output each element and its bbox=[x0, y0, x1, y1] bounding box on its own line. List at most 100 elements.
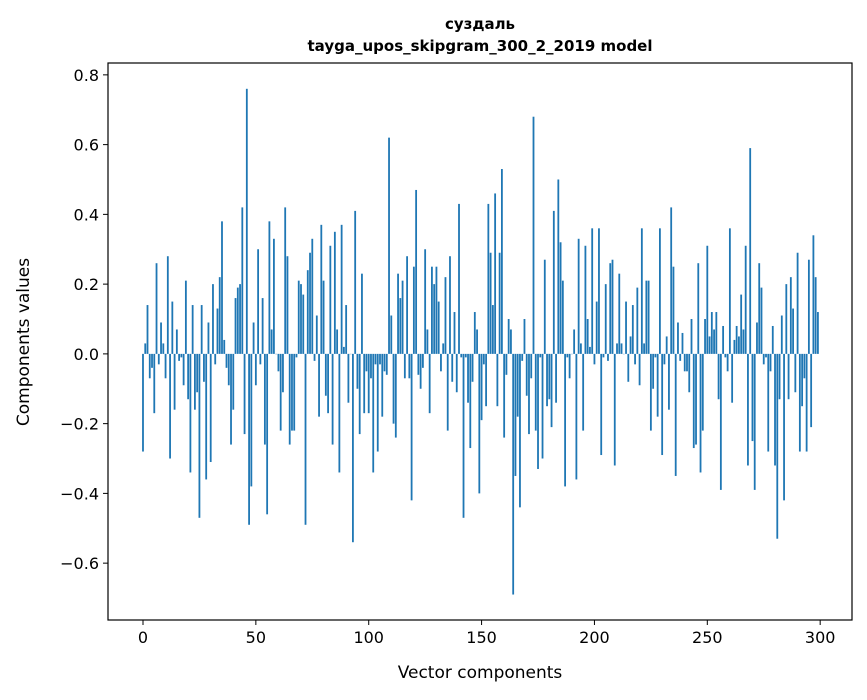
bar-268 bbox=[747, 354, 749, 466]
chart-title: суздаль bbox=[445, 15, 515, 33]
bar-216 bbox=[630, 336, 632, 353]
bar-115 bbox=[402, 281, 404, 354]
bar-210 bbox=[616, 343, 618, 353]
bar-219 bbox=[636, 288, 638, 354]
bar-47 bbox=[248, 354, 250, 525]
bar-18 bbox=[183, 354, 185, 385]
bar-165 bbox=[515, 354, 517, 476]
bar-30 bbox=[210, 354, 212, 462]
bar-68 bbox=[296, 354, 298, 357]
bar-181 bbox=[551, 354, 553, 427]
bar-133 bbox=[442, 343, 444, 353]
bar-126 bbox=[427, 329, 429, 353]
bar-96 bbox=[359, 354, 361, 434]
bar-271 bbox=[754, 354, 756, 490]
x-tick-label: 0 bbox=[138, 628, 148, 647]
bar-65 bbox=[289, 354, 291, 445]
bar-69 bbox=[298, 281, 300, 354]
bar-224 bbox=[648, 281, 650, 354]
bar-114 bbox=[399, 298, 401, 354]
bar-41 bbox=[235, 298, 237, 354]
x-tick-label: 250 bbox=[692, 628, 723, 647]
bar-139 bbox=[456, 354, 458, 392]
bar-251 bbox=[709, 336, 711, 353]
bar-28 bbox=[205, 354, 207, 480]
bar-21 bbox=[189, 354, 191, 473]
bar-178 bbox=[544, 260, 546, 354]
bar-27 bbox=[203, 354, 205, 382]
chart-subtitle: tayga_upos_skipgram_300_2_2019 model bbox=[308, 37, 653, 55]
y-tick-label: −0.2 bbox=[60, 415, 99, 434]
bar-269 bbox=[749, 148, 751, 354]
bar-15 bbox=[176, 329, 178, 353]
bar-116 bbox=[404, 354, 406, 378]
bar-130 bbox=[436, 267, 438, 354]
bar-225 bbox=[650, 354, 652, 431]
bar-265 bbox=[740, 295, 742, 354]
bar-266 bbox=[743, 329, 745, 353]
bar-177 bbox=[542, 354, 544, 459]
bar-291 bbox=[799, 354, 801, 452]
bar-187 bbox=[564, 354, 566, 487]
bar-61 bbox=[280, 354, 282, 431]
bar-185 bbox=[560, 242, 562, 354]
bar-261 bbox=[731, 354, 733, 403]
bar-16 bbox=[178, 354, 180, 361]
bar-94 bbox=[354, 211, 356, 354]
bar-159 bbox=[501, 169, 503, 354]
bar-264 bbox=[738, 336, 740, 353]
bar-292 bbox=[801, 354, 803, 406]
bar-42 bbox=[237, 288, 239, 354]
bar-274 bbox=[761, 288, 763, 354]
bar-267 bbox=[745, 246, 747, 354]
bar-17 bbox=[180, 354, 182, 357]
bar-167 bbox=[519, 354, 521, 507]
bar-157 bbox=[496, 354, 498, 406]
bar-228 bbox=[657, 354, 659, 417]
bar-170 bbox=[526, 354, 528, 396]
bar-287 bbox=[790, 277, 792, 354]
bar-218 bbox=[634, 354, 636, 364]
bar-129 bbox=[433, 284, 435, 354]
bar-2 bbox=[147, 305, 149, 354]
bar-0 bbox=[142, 354, 144, 452]
bar-163 bbox=[510, 329, 512, 353]
y-tick-label: 0.0 bbox=[74, 345, 99, 364]
bar-226 bbox=[652, 354, 654, 389]
bar-241 bbox=[686, 354, 688, 371]
bar-127 bbox=[429, 354, 431, 413]
bar-150 bbox=[481, 354, 483, 420]
bar-283 bbox=[781, 316, 783, 354]
bar-22 bbox=[192, 305, 194, 354]
y-axis-ticks: −0.6−0.4−0.20.00.20.40.60.8 bbox=[60, 66, 108, 573]
x-tick-label: 50 bbox=[246, 628, 266, 647]
bar-100 bbox=[368, 354, 370, 413]
bar-297 bbox=[812, 235, 814, 354]
bar-56 bbox=[268, 221, 270, 354]
bar-220 bbox=[639, 354, 641, 385]
bar-289 bbox=[794, 354, 796, 392]
bar-71 bbox=[302, 295, 304, 354]
bar-152 bbox=[485, 354, 487, 406]
bar-188 bbox=[566, 354, 568, 357]
bar-62 bbox=[282, 354, 284, 392]
bar-112 bbox=[395, 354, 397, 438]
bar-34 bbox=[219, 277, 221, 354]
bar-118 bbox=[408, 354, 410, 378]
bar-75 bbox=[311, 239, 313, 354]
bar-231 bbox=[664, 354, 666, 364]
bar-162 bbox=[508, 319, 510, 354]
bar-99 bbox=[366, 354, 368, 371]
bar-298 bbox=[815, 277, 817, 354]
bar-186 bbox=[562, 281, 564, 354]
bar-135 bbox=[447, 354, 449, 431]
bar-1 bbox=[144, 343, 146, 353]
bar-78 bbox=[318, 354, 320, 417]
bar-46 bbox=[246, 89, 248, 354]
bar-207 bbox=[609, 263, 611, 354]
bar-204 bbox=[603, 354, 605, 357]
bar-86 bbox=[336, 329, 338, 353]
bar-252 bbox=[711, 312, 713, 354]
bar-38 bbox=[228, 354, 230, 385]
